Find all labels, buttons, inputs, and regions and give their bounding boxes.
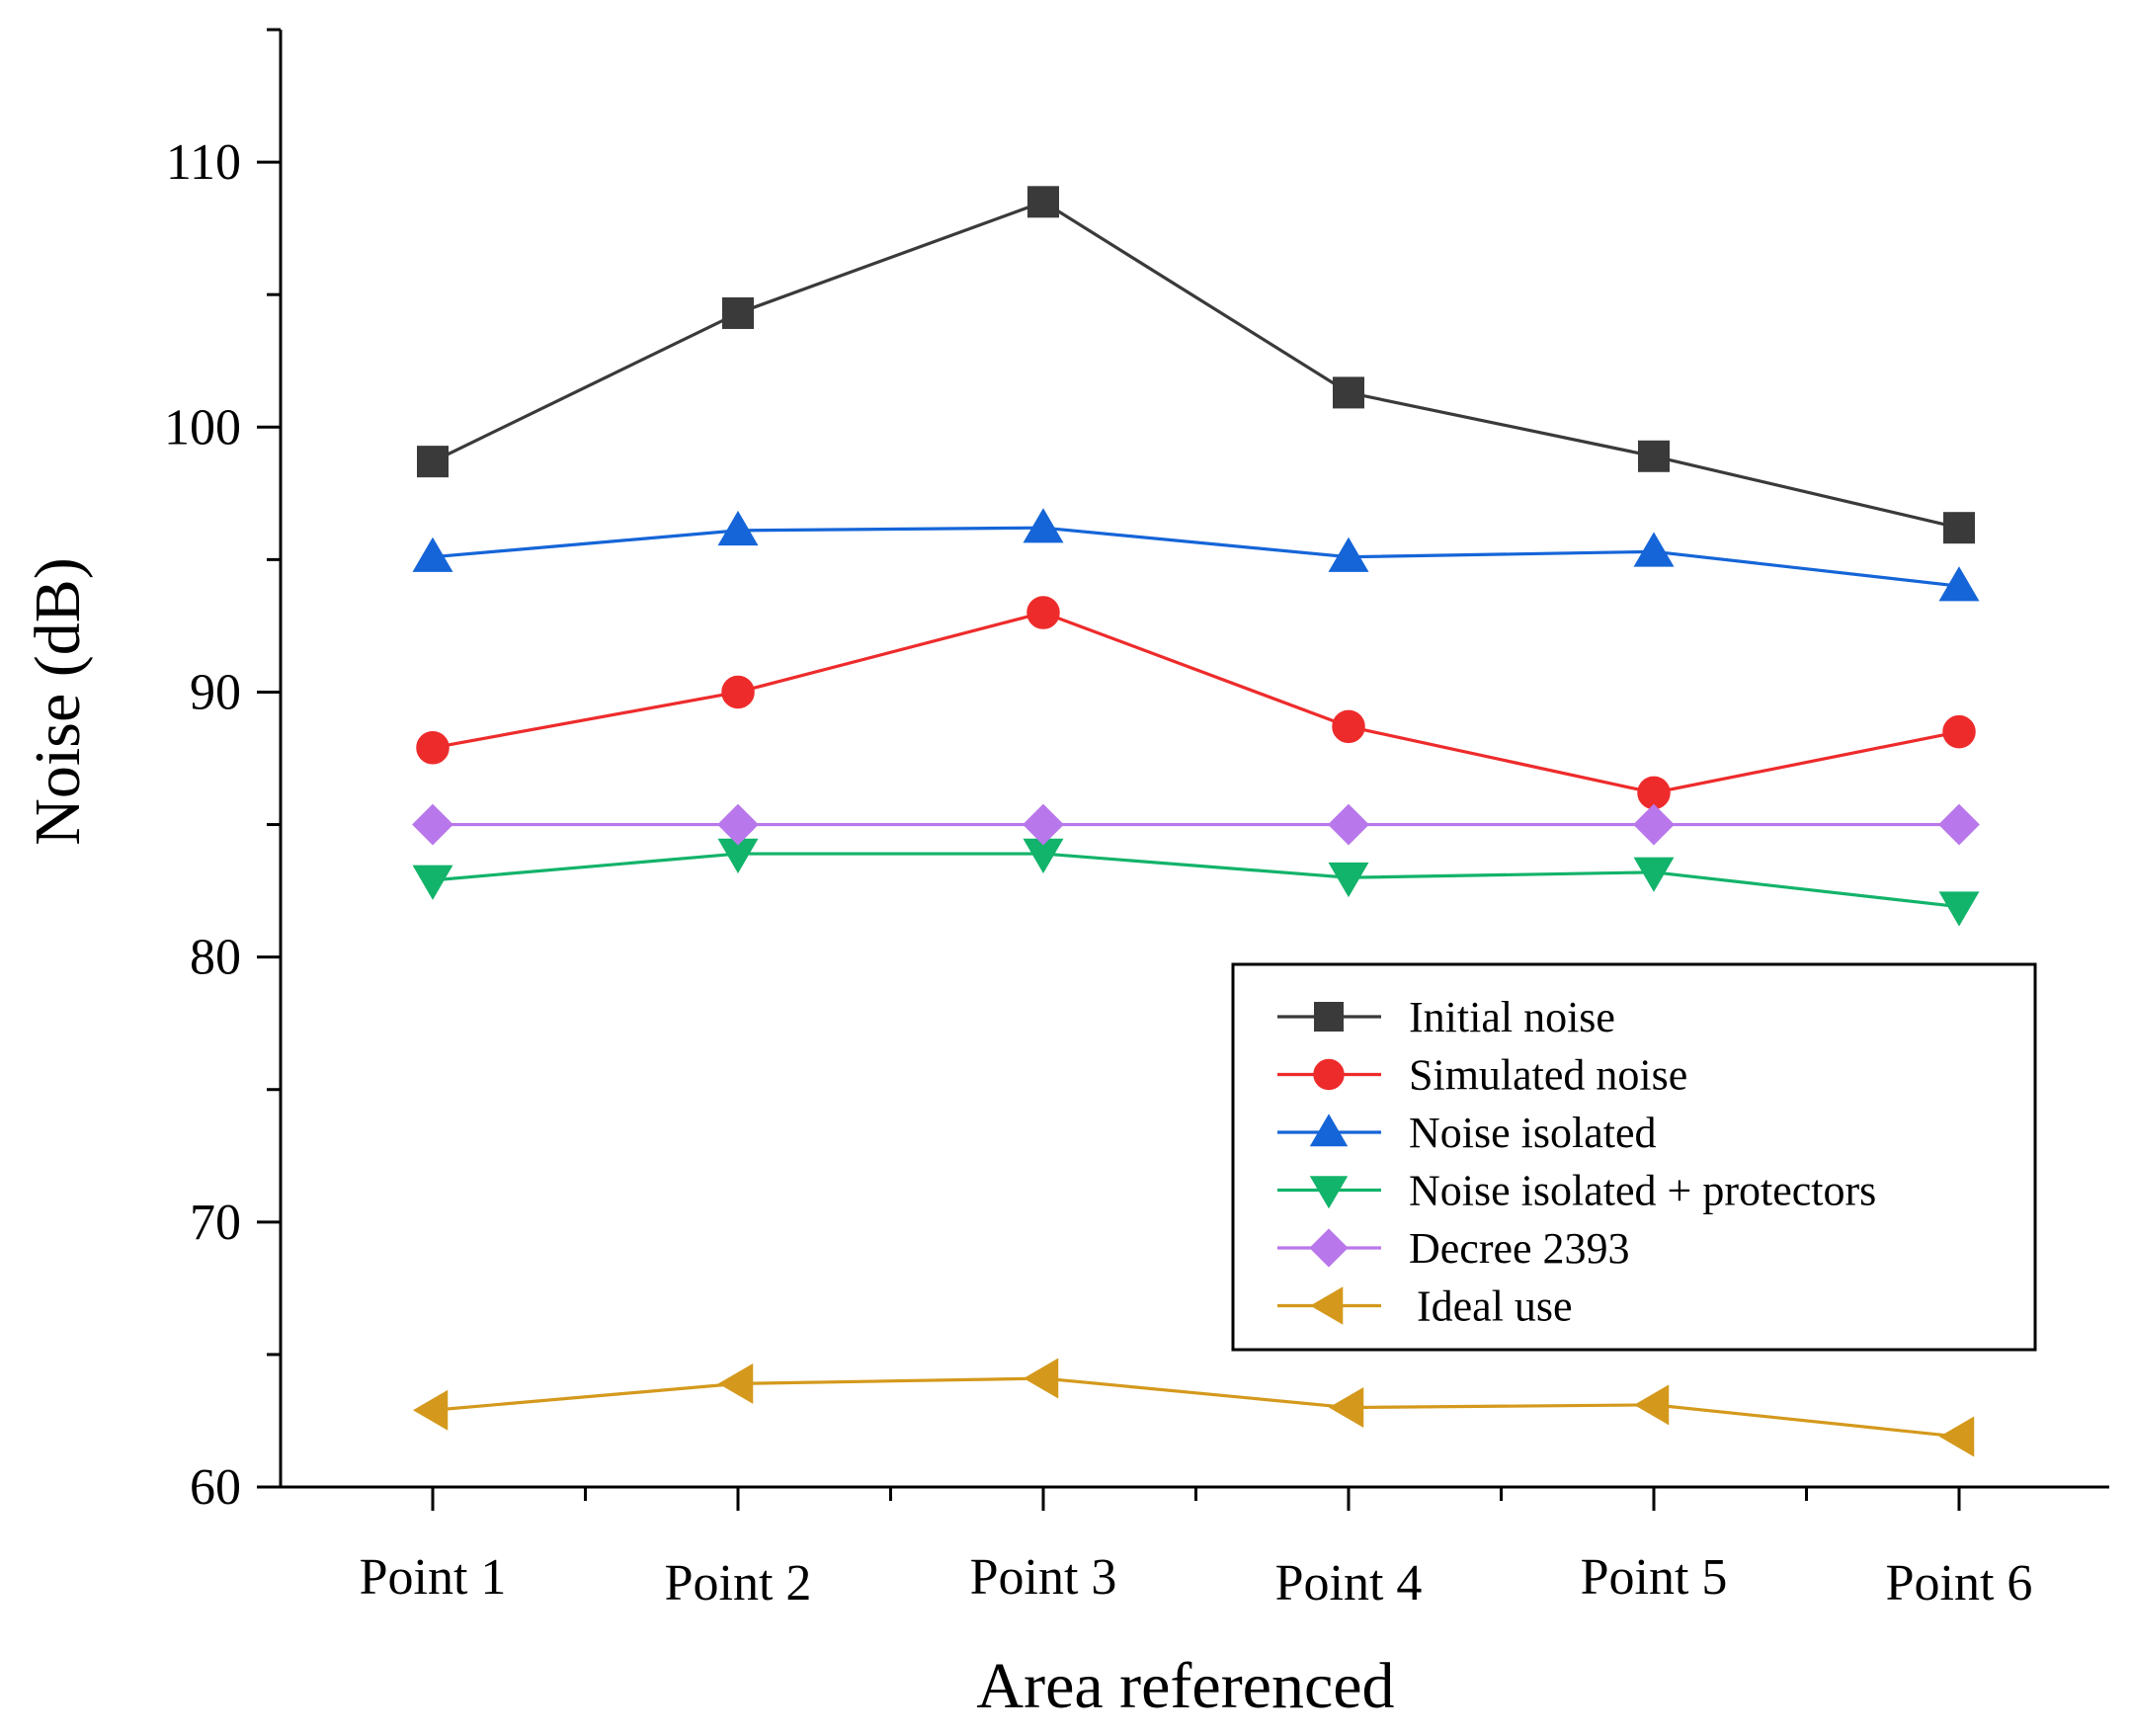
legend: Initial noise Simulated noise Noise isolat…	[1231, 962, 2037, 1352]
series-layer	[412, 186, 1980, 1457]
legend-marker	[1309, 1176, 1349, 1209]
data-point	[413, 1389, 449, 1431]
x-tick-label: Point 5	[1581, 1549, 1728, 1606]
legend-box	[1231, 962, 2037, 1352]
legend-label: Simulated noise	[1409, 1051, 1687, 1100]
data-point	[717, 803, 759, 846]
legend-label: Initial noise	[1409, 993, 1615, 1041]
axes: 60 70 80 90 100 110 Point 1 Point 2 Point 3 Point…	[164, 28, 2109, 1612]
x-tick-label: Point 3	[970, 1549, 1117, 1606]
x-tick-label: Point 1	[360, 1549, 507, 1606]
data-point	[1634, 1384, 1670, 1426]
legend-label: Ideal use	[1417, 1282, 1573, 1331]
data-point	[721, 675, 755, 709]
legend-entry: Noise isolated + protectors	[1277, 1167, 1876, 1215]
data-point	[412, 865, 453, 900]
data-point	[1943, 512, 1975, 544]
data-point	[717, 510, 759, 546]
series-simulated-noise	[416, 596, 1976, 810]
legend-entry: Noise isolated	[1277, 1109, 1657, 1157]
legend-marker	[1309, 1114, 1349, 1147]
series-line	[432, 200, 1960, 530]
y-tick-label: 70	[190, 1195, 241, 1251]
data-point	[1328, 537, 1369, 572]
data-point	[1633, 532, 1675, 567]
data-point	[1938, 891, 1980, 927]
series-line	[432, 611, 1960, 794]
y-tick-label: 110	[166, 134, 241, 191]
y-tick-label: 90	[190, 664, 241, 720]
x-tick-label: Point 4	[1275, 1555, 1423, 1612]
data-point	[1023, 508, 1064, 543]
data-point	[1026, 596, 1060, 629]
x-tick-label: Point 6	[1886, 1555, 2033, 1612]
x-tick-label: Point 2	[665, 1555, 812, 1612]
data-point	[1633, 803, 1675, 846]
legend-marker	[1309, 1228, 1349, 1268]
legend-entry: Decree 2393	[1277, 1224, 1630, 1273]
data-point	[412, 537, 453, 572]
data-point	[1333, 376, 1364, 409]
y-tick-label: 100	[164, 399, 241, 455]
data-point	[1938, 566, 1980, 602]
data-point	[1942, 714, 1976, 749]
data-point	[1938, 803, 1980, 846]
data-point	[1638, 440, 1670, 472]
series-line	[432, 1376, 1960, 1439]
data-point	[1939, 1416, 1975, 1457]
legend-entry: Ideal use	[1277, 1282, 1573, 1331]
y-tick-label: 60	[190, 1459, 241, 1516]
series-decree-2393	[412, 803, 1980, 846]
legend-label: Noise isolated + protectors	[1409, 1167, 1876, 1215]
legend-label: Noise isolated	[1409, 1109, 1657, 1157]
series-line	[432, 852, 1960, 909]
data-point	[1329, 1387, 1364, 1429]
data-point	[1328, 803, 1369, 846]
series-ideal-use	[413, 1358, 1975, 1457]
series-initial-noise	[417, 186, 1975, 544]
data-point	[1332, 709, 1365, 744]
data-point	[718, 1363, 754, 1404]
data-point	[416, 731, 450, 765]
legend-label: Decree 2393	[1409, 1224, 1630, 1273]
legend-marker	[1314, 1002, 1344, 1032]
x-axis-title: Area referenced	[976, 1650, 1394, 1722]
y-tick-label: 80	[190, 930, 241, 986]
data-point	[1023, 803, 1064, 846]
series-line	[432, 526, 1960, 588]
data-point	[412, 803, 453, 846]
legend-entry: Simulated noise	[1277, 1051, 1687, 1100]
series-noise-isolated	[412, 508, 1980, 602]
legend-marker	[1313, 1058, 1345, 1091]
series-noise-isolated-protectors	[412, 838, 1980, 927]
data-point	[1328, 862, 1369, 898]
data-point	[1637, 776, 1671, 810]
data-point	[1024, 1358, 1059, 1399]
data-point	[722, 296, 754, 329]
data-point	[1633, 857, 1675, 892]
data-point	[1027, 186, 1059, 218]
legend-entry: Initial noise	[1277, 993, 1615, 1041]
y-axis-title: Noise (dB)	[22, 557, 94, 845]
legend-marker	[1310, 1286, 1344, 1325]
data-point	[417, 446, 449, 478]
